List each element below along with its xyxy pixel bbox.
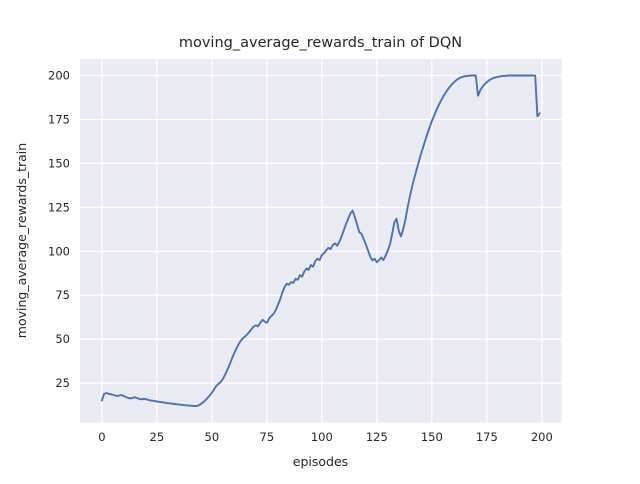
y-tick-label: 50 [55,332,70,346]
x-tick-label: 50 [205,430,220,444]
data-series [100,74,541,407]
x-tick-label: 150 [421,430,443,444]
y-tick-label: 200 [48,69,70,83]
y-tick-label: 75 [55,288,70,302]
y-tick-labels: 25 50 75 100 125 150 175 200 [48,69,70,391]
axes-background [80,59,562,423]
y-tick-label: 25 [55,376,70,390]
y-tick-label: 175 [48,112,70,126]
y-tick-label: 150 [48,156,70,170]
y-axis-label: moving_average_rewards_train [14,143,29,338]
series-line [100,74,541,407]
x-tick-labels: 0 25 50 75 100 125 150 175 200 [98,430,553,444]
x-tick-label: 25 [150,430,165,444]
y-tick-label: 100 [48,244,70,258]
x-tick-label: 100 [311,430,333,444]
x-tick-label: 75 [260,430,275,444]
grid-lines [80,59,562,423]
x-tick-label: 0 [98,430,105,444]
x-axis-label: episodes [293,454,348,469]
x-tick-label: 125 [366,430,388,444]
x-tick-label: 175 [476,430,498,444]
y-tick-label: 125 [48,200,70,214]
chart-title: moving_average_rewards_train of DQN [179,35,462,51]
x-tick-label: 200 [531,430,553,444]
